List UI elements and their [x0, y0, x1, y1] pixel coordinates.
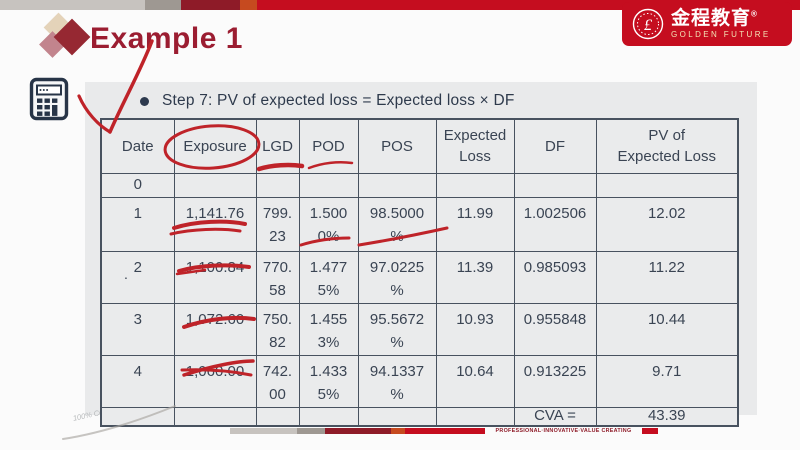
table-cell: 1,100.84 [173, 251, 257, 304]
table-cell [435, 172, 515, 198]
brand-banner: £ 金程教育® GOLDEN FUTURE [622, 2, 792, 46]
table-cell: 1.455 3% [298, 303, 359, 356]
page-title: Example 1 [90, 22, 243, 55]
col-header-expected-loss: Expected Loss [435, 118, 515, 174]
diamond-logo [38, 12, 92, 68]
table-cell: 770. 58 [255, 251, 300, 304]
bullet-icon [140, 96, 149, 106]
table-cell [255, 172, 300, 198]
table-row: 3 1,072.60 750. 82 1.455 3% 95.5672 % 10… [100, 303, 739, 356]
stray-dot: . [124, 266, 128, 282]
table-cell: 1.477 5% [298, 251, 359, 304]
footer-segment-red-end [641, 428, 658, 434]
footer-segment-red [405, 428, 485, 434]
table-header-row: Date Exposure LGD POD POS Expected Loss … [100, 118, 739, 174]
brand-text: 金程教育® GOLDEN FUTURE [671, 9, 771, 39]
footer-segment-gray [297, 428, 325, 434]
calculator-icon [29, 77, 69, 121]
table-cell: 10.93 [435, 303, 515, 356]
table-cell: 10.44 [595, 303, 739, 356]
table-cell [435, 407, 515, 426]
table-cell: 12.02 [595, 197, 739, 252]
strip-segment-orange [240, 0, 257, 10]
col-header-pod: POD [298, 118, 359, 174]
table-cell: 1 [100, 197, 175, 252]
footer-segment-lightgray [230, 428, 297, 434]
table-cell: 742. 00 [255, 355, 300, 408]
table-cell: 4 [100, 355, 175, 408]
strip-segment-red [257, 0, 800, 10]
table-cell: 2 [100, 251, 175, 304]
table-cell: 3 [100, 303, 175, 356]
table-cell [298, 407, 359, 426]
footer-segment-orange [391, 428, 405, 434]
table-cell [357, 172, 437, 198]
svg-text:£: £ [644, 17, 653, 34]
table-cell [595, 172, 739, 198]
col-header-pv: PV of Expected Loss [595, 118, 739, 174]
table-row: 0 [100, 172, 739, 198]
table-cell: 11.22 [595, 251, 739, 304]
table-cell: 1,072.60 [173, 303, 257, 356]
table-cell: 0.913225 [513, 355, 597, 408]
table-cell: 94.1337 % [357, 355, 437, 408]
footer-slogan: PROFESSIONAL·INNOVATIVE·VALUE CREATING [495, 428, 632, 434]
table-cell [173, 407, 257, 426]
table-cell [513, 172, 597, 198]
table-row: 4 1,060.00 742. 00 1.433 5% 94.1337 % 10… [100, 355, 739, 408]
table-cell: 98.5000 % [357, 197, 437, 252]
table-cell [357, 407, 437, 426]
top-color-strip [0, 0, 800, 10]
registered-mark: ® [751, 9, 758, 19]
table-row: 2 1,100.84 770. 58 1.477 5% 97.0225 % 11… [100, 251, 739, 304]
col-header-exposure: Exposure [173, 118, 257, 174]
table-cell: 9.71 [595, 355, 739, 408]
table-cell: 11.99 [435, 197, 515, 252]
brand-name-cn: 金程教育® [671, 8, 758, 29]
cva-value-cell: 43.39 [595, 407, 739, 426]
col-header-pos: POS [357, 118, 437, 174]
strip-segment-lightgray [0, 0, 145, 10]
table-cell: 1.002506 [513, 197, 597, 252]
table-cell: 10.64 [435, 355, 515, 408]
col-header-date: Date [100, 118, 175, 174]
cva-label-cell: CVA = [513, 407, 597, 426]
table-cell: 750. 82 [255, 303, 300, 356]
table-cell: 1.500 0% [298, 197, 359, 252]
table-row: 1 1,141.76 799. 23 1.500 0% 98.5000 % 11… [100, 197, 739, 252]
table-cell: 799. 23 [255, 197, 300, 252]
table-cell: 95.5672 % [357, 303, 437, 356]
table-cell: 1,141.76 [173, 197, 257, 252]
table-cell [173, 172, 257, 198]
brand-seal-icon: £ [632, 8, 664, 40]
footer-bar: PROFESSIONAL·INNOVATIVE·VALUE CREATING [230, 428, 658, 434]
table-cva-row: CVA = 43.39 [100, 407, 739, 426]
table-cell: 11.39 [435, 251, 515, 304]
table-cell: 1.433 5% [298, 355, 359, 408]
table-cell: 1,060.00 [173, 355, 257, 408]
strip-segment-gray [145, 0, 181, 10]
col-header-lgd: LGD [255, 118, 300, 174]
strip-segment-darkred [181, 0, 240, 10]
table-cell: 97.0225 % [357, 251, 437, 304]
footer-segment-darkred [325, 428, 391, 434]
step-line: Step 7: PV of expected loss = Expected l… [140, 92, 515, 110]
table-cell: 0.985093 [513, 251, 597, 304]
table-cell: 0 [100, 172, 175, 198]
cva-table: Date Exposure LGD POD POS Expected Loss … [100, 118, 739, 427]
step-text: Step 7: PV of expected loss = Expected l… [162, 92, 515, 109]
brand-name-en: GOLDEN FUTURE [671, 30, 771, 39]
table-cell [298, 172, 359, 198]
table-cell [100, 407, 175, 426]
table-cell: 0.955848 [513, 303, 597, 356]
table-cell [255, 407, 300, 426]
col-header-df: DF [513, 118, 597, 174]
